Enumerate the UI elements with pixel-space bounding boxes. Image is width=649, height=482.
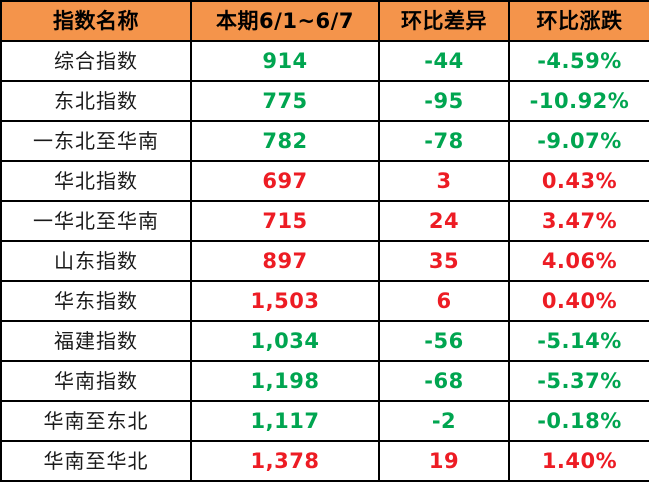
table-row: 一东北至华南 782 -78 -9.07% bbox=[0, 120, 649, 162]
table-row: 山东指数 897 35 4.06% bbox=[0, 240, 649, 282]
cell-current-value: 782 bbox=[190, 120, 380, 162]
cell-period-change: -10.92% bbox=[508, 80, 649, 122]
cell-period-change: -5.37% bbox=[508, 360, 649, 402]
cell-index-name: 福建指数 bbox=[0, 320, 192, 362]
cell-current-value: 775 bbox=[190, 80, 380, 122]
cell-index-name: 一东北至华南 bbox=[0, 120, 192, 162]
table-header-row: 指数名称 本期6/1~6/7 环比差异 环比涨跌 bbox=[0, 0, 649, 42]
cell-period-change: -5.14% bbox=[508, 320, 649, 362]
cell-period-change: -9.07% bbox=[508, 120, 649, 162]
cell-current-value: 1,503 bbox=[190, 280, 380, 322]
cell-index-name: 一华北至华南 bbox=[0, 200, 192, 242]
cell-current-value: 1,117 bbox=[190, 400, 380, 442]
cell-period-diff: -78 bbox=[378, 120, 510, 162]
table-row: 华北指数 697 3 0.43% bbox=[0, 160, 649, 202]
cell-period-diff: -95 bbox=[378, 80, 510, 122]
cell-current-value: 1,198 bbox=[190, 360, 380, 402]
table-row: 华南至东北 1,117 -2 -0.18% bbox=[0, 400, 649, 442]
table-row: 华南至华北 1,378 19 1.40% bbox=[0, 440, 649, 482]
cell-index-name: 综合指数 bbox=[0, 40, 192, 82]
table-row: 一华北至华南 715 24 3.47% bbox=[0, 200, 649, 242]
table-row: 东北指数 775 -95 -10.92% bbox=[0, 80, 649, 122]
cell-current-value: 697 bbox=[190, 160, 380, 202]
cell-period-diff: 6 bbox=[378, 280, 510, 322]
cell-index-name: 山东指数 bbox=[0, 240, 192, 282]
table-row: 华东指数 1,503 6 0.40% bbox=[0, 280, 649, 322]
cell-period-diff: -2 bbox=[378, 400, 510, 442]
cell-period-diff: -68 bbox=[378, 360, 510, 402]
cell-current-value: 1,378 bbox=[190, 440, 380, 482]
cell-current-value: 914 bbox=[190, 40, 380, 82]
cell-index-name: 华北指数 bbox=[0, 160, 192, 202]
cell-index-name: 华南至华北 bbox=[0, 440, 192, 482]
table-body: 综合指数 914 -44 -4.59% 东北指数 775 -95 -10.92% 一东北至华南 7… bbox=[0, 40, 649, 482]
cell-period-diff: 24 bbox=[378, 200, 510, 242]
column-header-index-name: 指数名称 bbox=[0, 0, 192, 42]
cell-index-name: 东北指数 bbox=[0, 80, 192, 122]
cell-period-change: 0.43% bbox=[508, 160, 649, 202]
cell-period-change: 1.40% bbox=[508, 440, 649, 482]
cell-index-name: 华南指数 bbox=[0, 360, 192, 402]
cell-period-diff: 3 bbox=[378, 160, 510, 202]
column-header-period-change: 环比涨跌 bbox=[508, 0, 649, 42]
cell-period-diff: -44 bbox=[378, 40, 510, 82]
cell-period-change: 0.40% bbox=[508, 280, 649, 322]
table-row: 综合指数 914 -44 -4.59% bbox=[0, 40, 649, 82]
cell-index-name: 华南至东北 bbox=[0, 400, 192, 442]
cell-current-value: 897 bbox=[190, 240, 380, 282]
cell-period-diff: 35 bbox=[378, 240, 510, 282]
cell-period-change: 4.06% bbox=[508, 240, 649, 282]
cell-period-diff: 19 bbox=[378, 440, 510, 482]
cell-period-diff: -56 bbox=[378, 320, 510, 362]
table-row: 华南指数 1,198 -68 -5.37% bbox=[0, 360, 649, 402]
cell-current-value: 1,034 bbox=[190, 320, 380, 362]
table-header: 指数名称 本期6/1~6/7 环比差异 环比涨跌 bbox=[0, 0, 649, 42]
table-row: 福建指数 1,034 -56 -5.14% bbox=[0, 320, 649, 362]
column-header-period-diff: 环比差异 bbox=[378, 0, 510, 42]
cell-period-change: 3.47% bbox=[508, 200, 649, 242]
cell-period-change: -4.59% bbox=[508, 40, 649, 82]
cell-period-change: -0.18% bbox=[508, 400, 649, 442]
column-header-current-period: 本期6/1~6/7 bbox=[190, 0, 380, 42]
cell-current-value: 715 bbox=[190, 200, 380, 242]
cell-index-name: 华东指数 bbox=[0, 280, 192, 322]
